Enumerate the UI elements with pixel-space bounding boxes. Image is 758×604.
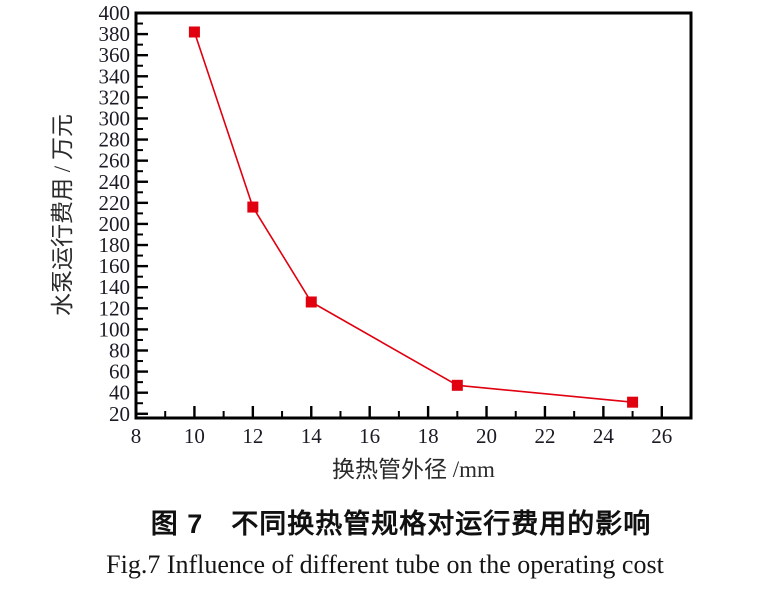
y-tick-label: 300: [99, 106, 131, 130]
y-tick-label: 320: [99, 85, 131, 109]
x-tick-label: 8: [131, 424, 142, 448]
x-tick-label: 22: [534, 424, 555, 448]
data-point-marker: [627, 396, 639, 408]
x-tick-label: 18: [418, 424, 439, 448]
y-tick-label: 40: [109, 381, 130, 405]
y-tick-label: 340: [99, 64, 131, 88]
y-tick-label: 220: [99, 191, 131, 215]
y-tick-label: 240: [99, 170, 131, 194]
y-tick-label: 80: [109, 339, 130, 363]
y-axis-title: 水泵运行费用 / 万元: [50, 114, 75, 316]
data-point-marker: [188, 26, 200, 38]
y-tick-label: 140: [99, 275, 131, 299]
y-tick-label: 100: [99, 317, 131, 341]
figure-caption-zh: 图 7 不同换热管规格对运行费用的影响: [150, 509, 652, 539]
x-tick-label: 20: [476, 424, 497, 448]
y-tick-label: 60: [109, 360, 130, 384]
y-tick-label: 380: [99, 22, 131, 46]
y-tick-label: 280: [99, 128, 131, 152]
y-tick-label: 260: [99, 149, 131, 173]
x-axis-title: 换热管外径 /mm: [332, 457, 495, 482]
plot-frame: [134, 11, 693, 420]
y-tick-label: 360: [99, 43, 131, 67]
y-tick-label: 120: [99, 296, 131, 320]
data-point-marker: [305, 296, 317, 308]
x-tick-label: 16: [359, 424, 380, 448]
y-tick-label: 180: [99, 233, 131, 257]
y-tick-label: 400: [99, 1, 131, 25]
x-tick-label: 26: [651, 424, 672, 448]
x-tick-label: 12: [242, 424, 263, 448]
y-tick-label: 200: [99, 212, 131, 236]
figure-caption-en: Fig.7 Influence of different tube on the…: [106, 550, 664, 579]
data-point-marker: [247, 201, 259, 213]
data-point-marker: [451, 379, 463, 391]
chart-svg: 8 10 12 14 16 18 20 22 24 26204060801001201401601…: [50, 1, 693, 482]
x-tick-label: 14: [301, 424, 323, 448]
y-tick-label: 20: [109, 402, 130, 426]
x-tick-label: 10: [184, 424, 205, 448]
series-line: [193, 31, 633, 403]
y-tick-label: 160: [99, 254, 131, 278]
x-tick-label: 24: [593, 424, 615, 448]
